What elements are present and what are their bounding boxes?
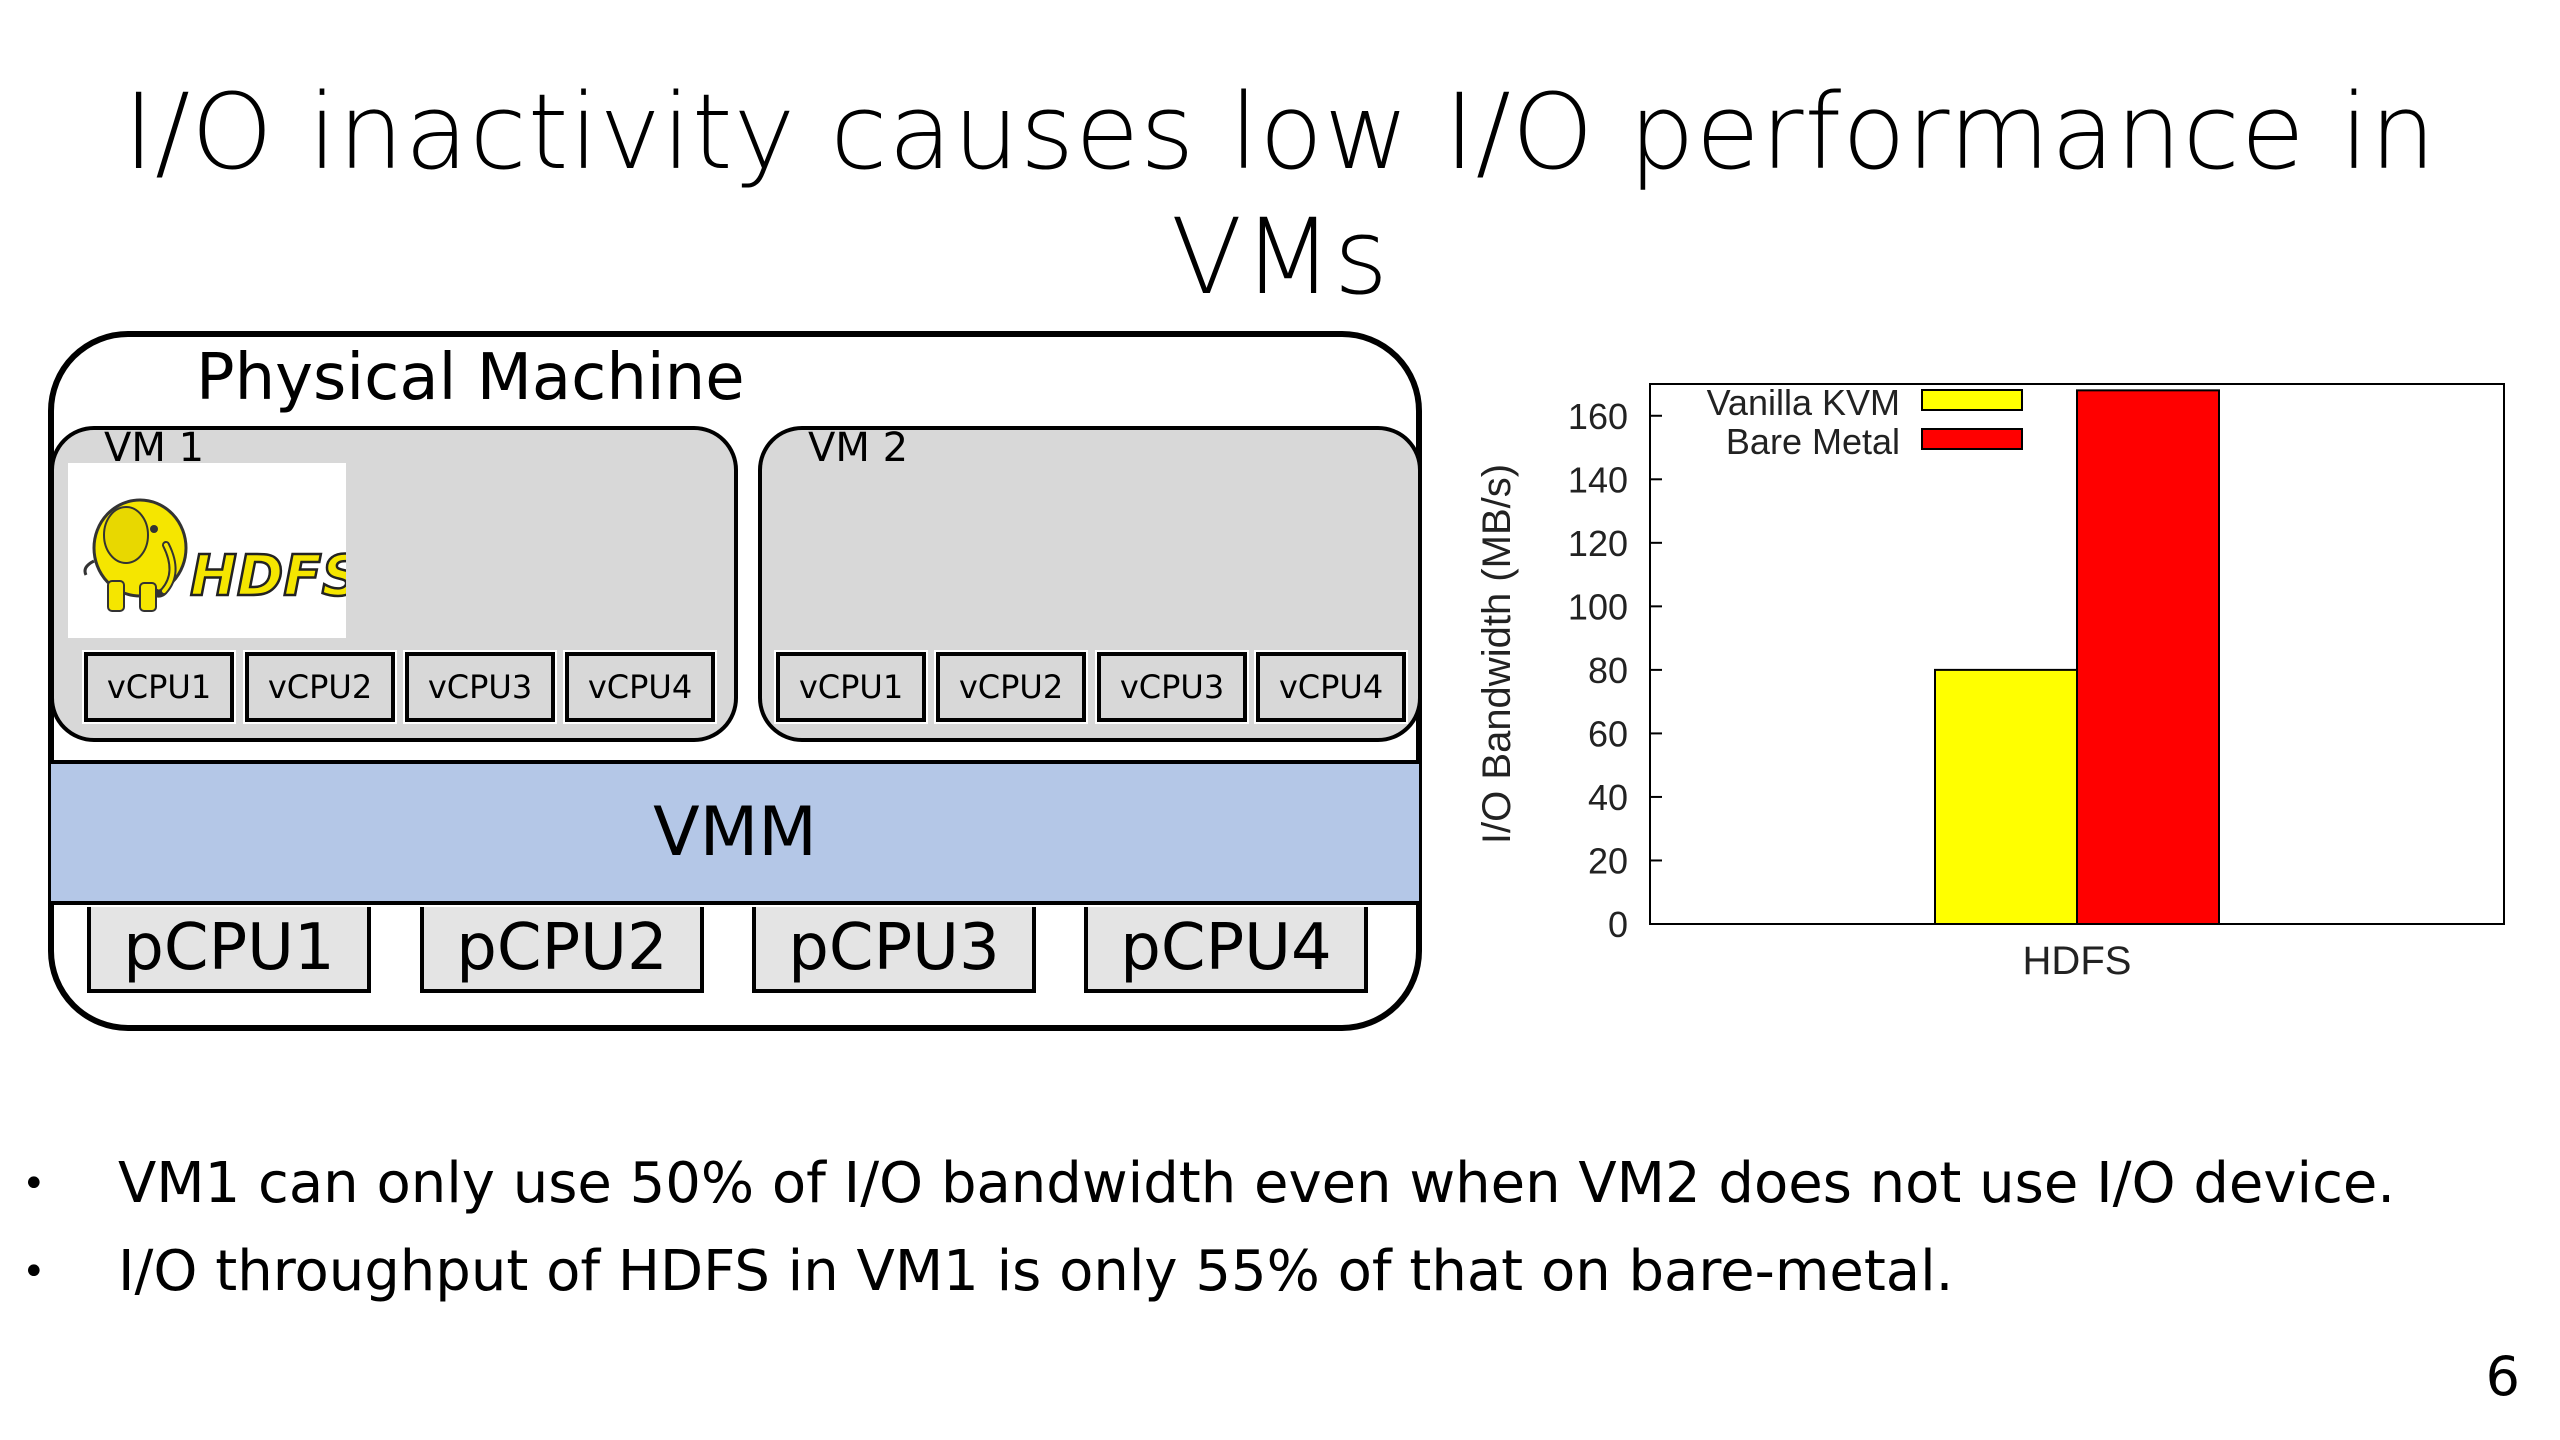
bullet-text: I/O throughput of HDFS in VM1 is only 55… bbox=[118, 1239, 1954, 1304]
bullet-text: VM1 can only use 50% of I/O bandwidth ev… bbox=[118, 1151, 2396, 1216]
bandwidth-chart-svg: 0 20 40 60 80 100 120 140 160 HDFS I/O Bandwidth… bbox=[1475, 382, 2505, 983]
y-tick-label: 120 bbox=[1568, 523, 1628, 564]
legend-swatch-bare-metal bbox=[1921, 428, 2023, 450]
vm1-vcpu4: vCPU4 bbox=[563, 650, 717, 724]
vm2-vcpu3: vCPU3 bbox=[1095, 650, 1249, 724]
y-tick-label: 60 bbox=[1588, 713, 1628, 754]
bullet-symbol: • bbox=[22, 1249, 46, 1295]
y-tick-label: 40 bbox=[1588, 777, 1628, 818]
x-tick-label: HDFS bbox=[2023, 939, 2132, 983]
vm1-label: VM 1 bbox=[104, 425, 205, 471]
hdfs-logo-text: HDFS bbox=[190, 544, 346, 609]
vmm-bar: VMM bbox=[51, 760, 1419, 905]
bullet-symbol: • bbox=[22, 1161, 46, 1207]
hadoop-elephant-icon: HDFS bbox=[83, 498, 363, 612]
legend-swatch-vanilla-kvm bbox=[1921, 389, 2023, 411]
vm1-vcpu3: vCPU3 bbox=[403, 650, 557, 724]
physical-machine-label: Physical Machine bbox=[196, 341, 745, 415]
hdfs-logo: HDFS bbox=[68, 463, 363, 638]
pcpu2: pCPU2 bbox=[420, 907, 704, 993]
y-tick-label: 100 bbox=[1568, 586, 1628, 627]
bar-vanilla-kvm bbox=[1934, 668, 2078, 925]
vm2-vcpu1: vCPU1 bbox=[774, 650, 928, 724]
y-tick-label: 80 bbox=[1588, 650, 1628, 691]
slide-title: I/O inactivity causes low I/O performanc… bbox=[123, 71, 2437, 318]
vm1-vcpu2: vCPU2 bbox=[243, 650, 397, 724]
legend: Vanilla KVM Bare Metal bbox=[1707, 382, 2023, 462]
y-tick-label: 160 bbox=[1568, 396, 1628, 437]
bullet-item: • I/O throughput of HDFS in VM1 is only … bbox=[22, 1228, 2395, 1316]
vm2-vcpu4: vCPU4 bbox=[1254, 650, 1408, 724]
y-tick-label: 20 bbox=[1588, 840, 1628, 881]
vm1-vcpu1: vCPU1 bbox=[82, 650, 236, 724]
pcpu4: pCPU4 bbox=[1084, 907, 1368, 993]
y-tick-label: 0 bbox=[1608, 904, 1628, 945]
vm2-label: VM 2 bbox=[808, 425, 909, 471]
y-axis-label: I/O Bandwidth (MB/s) bbox=[1475, 464, 1519, 844]
plot-frame bbox=[1649, 383, 2505, 925]
pcpu3: pCPU3 bbox=[752, 907, 1036, 993]
bar-bare-metal bbox=[2076, 389, 2220, 925]
page-number: 6 bbox=[2485, 1345, 2520, 1408]
legend-label-vanilla-kvm: Vanilla KVM bbox=[1707, 382, 1900, 423]
legend-label-bare-metal: Bare Metal bbox=[1726, 421, 1900, 462]
y-tick-label: 140 bbox=[1568, 459, 1628, 500]
bandwidth-chart: 0 20 40 60 80 100 120 140 160 HDFS I/O Bandwidth… bbox=[1440, 360, 2520, 1005]
bullet-item: • VM1 can only use 50% of I/O bandwidth … bbox=[22, 1140, 2395, 1228]
vm2-vcpu2: vCPU2 bbox=[934, 650, 1088, 724]
bullet-list: • VM1 can only use 50% of I/O bandwidth … bbox=[22, 1140, 2395, 1316]
vmm-label: VMM bbox=[653, 793, 817, 872]
pcpu1: pCPU1 bbox=[87, 907, 371, 993]
